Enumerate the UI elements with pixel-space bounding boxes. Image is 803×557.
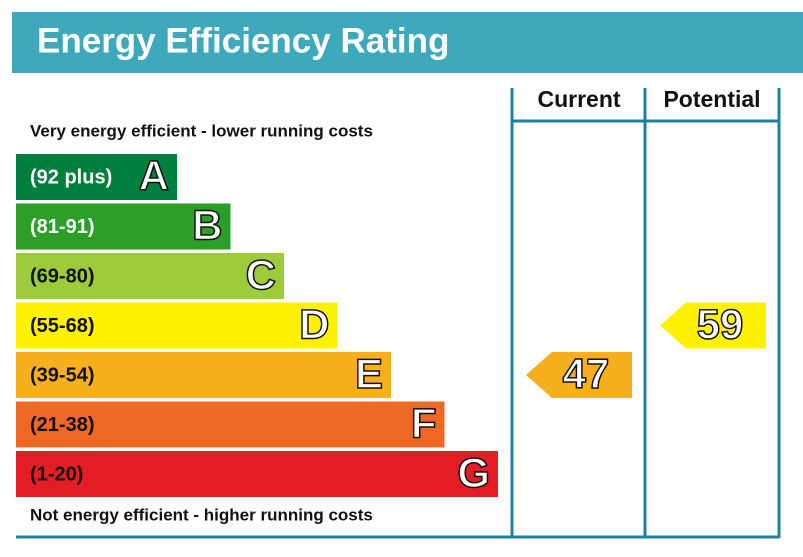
title-bar [12,12,803,73]
bottom-note: Not energy efficient - higher running co… [30,505,373,524]
band-bar [16,203,231,250]
frame [16,88,781,539]
band-bar [16,154,177,200]
band-letter: F [411,400,437,447]
band-letter: C [246,251,276,298]
column-header: Potential [663,86,760,112]
band-letter: D [299,301,329,348]
band-bar [16,253,284,299]
band-letter: A [139,152,169,199]
band-bar [16,352,391,398]
band-bar [16,302,338,349]
band-range: (1-20) [30,463,83,485]
band-range: (69-80) [30,265,94,287]
band-bar [16,451,498,497]
band-range: (92 plus) [30,166,112,188]
band-range: (39-54) [30,364,94,386]
band-bar [16,401,445,448]
top-note: Very energy efficient - lower running co… [30,121,373,140]
band-range: (81-91) [30,216,94,238]
band-letter: G [457,449,490,496]
band-letter: E [355,350,383,397]
band-range: (55-68) [30,315,94,337]
rating-arrow [660,302,766,349]
band-range: (21-38) [30,414,94,436]
rating-value: 59 [697,301,744,348]
band-letter: B [192,202,222,249]
column-header: Current [537,86,620,112]
rating-value: 47 [563,350,610,397]
rating-arrow [526,352,632,398]
chart-title: Energy Efficiency Rating [37,21,449,60]
